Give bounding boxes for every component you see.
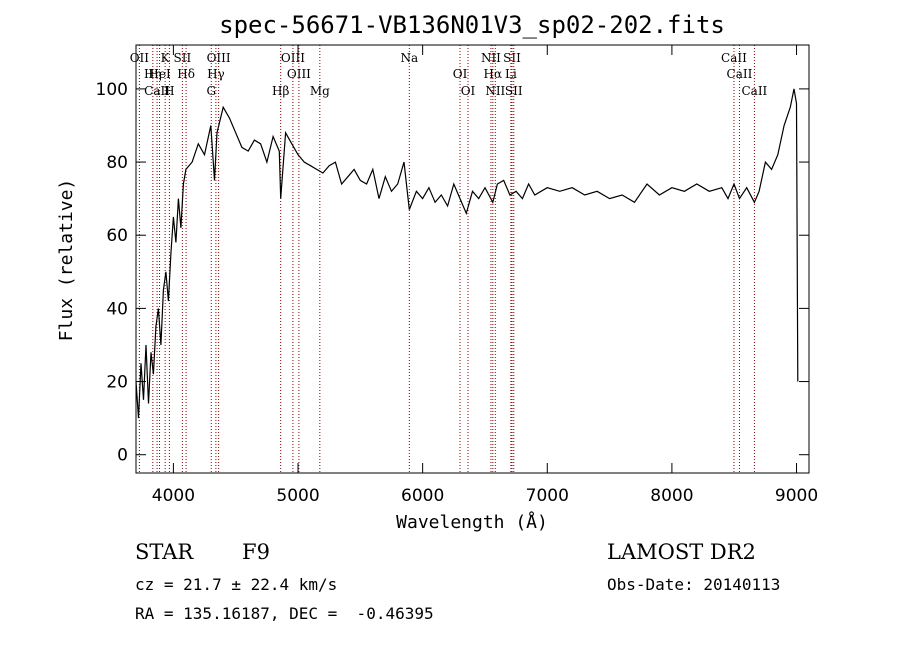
spectral-line-label: OI — [461, 84, 476, 98]
spectral-line-label: NII — [481, 51, 501, 65]
spectral-line-label: OI — [453, 67, 468, 81]
x-tick-label: 6000 — [401, 486, 444, 506]
survey-name: LAMOST DR2 — [607, 540, 756, 564]
x-axis: 4000 5000 6000 7000 8000 9000 — [152, 45, 818, 506]
spectral-line-label: Hδ — [177, 67, 195, 81]
plot-frame — [135, 44, 810, 474]
coords-text: RA = 135.16187, DEC = -0.46395 — [135, 604, 434, 623]
spectral-line-label: CaII — [721, 51, 747, 65]
spectral-line-label: SII — [174, 51, 192, 65]
spectral-line-label: Hη — [144, 67, 162, 81]
spectral-line-label: CaII — [144, 84, 170, 98]
y-tick-label: 0 — [117, 446, 128, 466]
y-tick-label: 40 — [106, 299, 128, 319]
x-tick-label: 9000 — [775, 486, 818, 506]
spectral-line-label: Li — [505, 67, 517, 81]
spectral-line-label: CaII — [741, 84, 767, 98]
spectral-line-label: G — [206, 84, 216, 98]
y-axis: 0 20 40 60 80 100 — [96, 80, 809, 466]
x-tick-label: 4000 — [152, 486, 195, 506]
spectrum-line — [135, 88, 799, 419]
spectral-line-label: Hβ — [272, 84, 289, 98]
spectral-line-label: Mg — [310, 84, 330, 98]
x-tick-label: 8000 — [650, 486, 693, 506]
spectral-line-label: SII — [503, 51, 521, 65]
spectral-line-label: Na — [400, 51, 418, 65]
spectral-line-label: Hγ — [207, 67, 225, 81]
spectral-line-label: SII — [505, 84, 523, 98]
spectral-line-label: CaII — [727, 67, 753, 81]
object-class: STAR — [135, 540, 194, 564]
object-subclass: F9 — [242, 540, 270, 564]
y-tick-label: 60 — [106, 226, 128, 246]
y-tick-label: 80 — [106, 153, 128, 173]
y-tick-label: 100 — [96, 80, 128, 100]
spectral-line-label: OIII — [281, 51, 305, 65]
spectral-line-label: Hα — [484, 67, 503, 81]
spectral-line-label: H — [164, 84, 174, 98]
x-tick-label: 7000 — [526, 486, 569, 506]
y-axis-label: Flux (relative) — [56, 179, 77, 342]
spectral-line-label: OIII — [207, 51, 231, 65]
obs-date-text: Obs-Date: 20140113 — [607, 575, 781, 594]
redshift-text: cz = 21.7 ± 22.4 km/s — [135, 575, 338, 594]
spectral-lines: OII Hη CaII K HeI H SII Hδ G OIII Hγ Hβ OIII OIII Mg Na… — [130, 45, 768, 473]
y-tick-label: 20 — [106, 373, 128, 393]
spectral-line-label: OIII — [287, 67, 311, 81]
x-tick-label: 5000 — [276, 486, 319, 506]
chart-title: spec-56671-VB136N01V3_sp02-202.fits — [219, 11, 725, 39]
spectral-line-label: K — [161, 51, 171, 65]
spectral-line-label: NII — [485, 84, 505, 98]
spectral-line-label: HeI — [148, 67, 171, 81]
x-axis-label: Wavelength (Å) — [396, 511, 548, 533]
spectral-line-label: OII — [130, 51, 150, 65]
